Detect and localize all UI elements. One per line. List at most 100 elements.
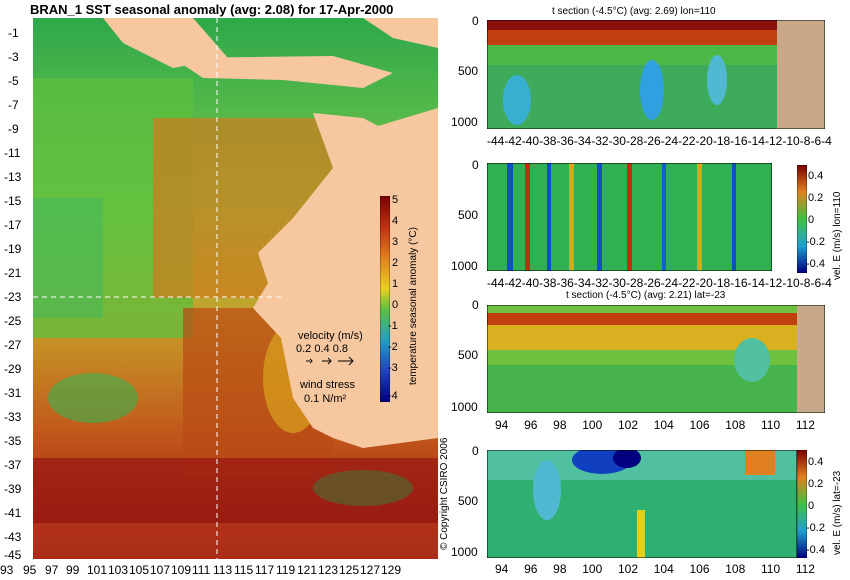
- lat-tick: -9: [8, 122, 19, 136]
- vel-lat-colorbar-label: vel. E (m/s) lat=-23: [832, 470, 843, 555]
- t-section-lon-panel[interactable]: [487, 20, 825, 129]
- colorbar-tick: 0.4: [808, 170, 824, 182]
- panel-x-axis: -44 -42 -40 -38 -36 -34 -32 -30 -28 -26 …: [487, 276, 832, 290]
- colorbar-tick: -0.2: [806, 522, 825, 534]
- wind-legend-value: 0.1 N/m²: [304, 393, 347, 405]
- x-tick: 96: [524, 418, 538, 432]
- colorbar-tick: 0.2: [808, 478, 824, 490]
- x-tick: -32: [591, 134, 609, 148]
- panel-x-axis: 94 96 98 100 102 104 106 108 110 112: [495, 562, 815, 576]
- x-tick: -14: [747, 134, 765, 148]
- lat-tick: -21: [4, 266, 22, 280]
- x-tick: 100: [582, 562, 603, 576]
- x-tick: 104: [653, 418, 674, 432]
- lon-tick: 129: [381, 563, 402, 577]
- x-tick: 108: [725, 418, 746, 432]
- colorbar-tick: 3: [392, 236, 399, 248]
- colorbar-tick: -4: [388, 390, 398, 402]
- x-tick: -30: [608, 276, 626, 290]
- x-tick: -20: [695, 134, 713, 148]
- sst-map[interactable]: [33, 18, 438, 559]
- colorbar-tick: 0.2: [808, 192, 824, 204]
- x-tick: -26: [643, 276, 661, 290]
- lat-tick: -23: [4, 290, 22, 304]
- lat-tick: -15: [4, 194, 22, 208]
- x-tick: 102: [617, 562, 639, 576]
- lat-tick: -41: [4, 506, 22, 520]
- x-tick: -24: [660, 134, 679, 148]
- x-tick: -34: [573, 134, 592, 148]
- colorbar-tick: 1: [392, 278, 399, 290]
- lon-tick: 95: [23, 563, 37, 577]
- lon-tick: 105: [129, 563, 150, 577]
- lat-tick: -13: [4, 170, 22, 184]
- colorbar-tick: -3: [388, 362, 398, 374]
- lon-tick: 101: [87, 563, 108, 577]
- lat-tick: -27: [4, 338, 22, 352]
- x-tick: -10: [782, 276, 800, 290]
- vel-lon-panel[interactable]: [487, 163, 772, 271]
- lon-tick: 111: [192, 563, 211, 577]
- x-tick: 94: [495, 562, 509, 576]
- x-tick: -20: [695, 276, 713, 290]
- x-tick: -6: [810, 276, 822, 290]
- wind-legend-title: wind stress: [300, 379, 356, 391]
- map-title: BRAN_1 SST seasonal anomaly (avg: 2.08) …: [30, 2, 394, 17]
- lat-tick: -39: [4, 482, 22, 496]
- x-tick: -42: [504, 276, 522, 290]
- lat-tick: -33: [4, 410, 22, 424]
- colorbar-tick: 4: [392, 215, 399, 227]
- x-tick: 106: [689, 418, 710, 432]
- x-tick: -10: [782, 134, 800, 148]
- x-tick: 102: [617, 418, 639, 432]
- y-tick: 500: [458, 494, 479, 508]
- lon-tick: 97: [45, 563, 59, 577]
- lon-tick: 109: [171, 563, 192, 577]
- colorbar-tick: -0.4: [806, 258, 825, 270]
- lat-tick: -1: [8, 26, 19, 40]
- y-tick: 0: [472, 298, 479, 312]
- velocity-legend-values: 0.2 0.4 0.8: [296, 343, 348, 355]
- x-tick: -42: [504, 134, 522, 148]
- x-tick: -24: [660, 276, 679, 290]
- x-tick: 106: [689, 562, 710, 576]
- panel-x-axis: 94 96 98 100 102 104 106 108 110 112: [495, 418, 815, 432]
- x-tick: -38: [539, 134, 557, 148]
- vel-lat-panel[interactable]: [487, 450, 797, 558]
- y-tick: 500: [458, 208, 479, 222]
- colorbar-tick: -0.2: [806, 236, 825, 248]
- lon-tick: 117: [255, 563, 275, 577]
- x-tick: -12: [765, 134, 783, 148]
- x-tick: -16: [730, 276, 748, 290]
- x-tick: 98: [553, 418, 567, 432]
- x-tick: -22: [678, 276, 696, 290]
- x-tick: 104: [653, 562, 674, 576]
- x-tick: -30: [608, 134, 626, 148]
- colorbar-tick: 0.4: [808, 456, 824, 468]
- x-tick: -44: [487, 276, 505, 290]
- x-tick: 96: [524, 562, 538, 576]
- x-tick: -6: [810, 134, 822, 148]
- velocity-legend-title: velocity (m/s): [298, 330, 363, 342]
- y-tick: 1000: [451, 259, 478, 273]
- lat-tick: -19: [4, 242, 22, 256]
- lat-tick: -35: [4, 434, 22, 448]
- x-tick: -4: [821, 134, 832, 148]
- x-tick: -28: [626, 276, 644, 290]
- x-tick: -44: [487, 134, 505, 148]
- colorbar-tick: 0: [392, 299, 399, 311]
- colorbar-tick: 0: [808, 214, 815, 226]
- y-tick: 0: [472, 14, 479, 28]
- lat-tick: -37: [4, 458, 22, 472]
- lon-tick: 99: [66, 563, 80, 577]
- x-tick: -28: [626, 134, 644, 148]
- lon-tick: 121: [297, 563, 318, 577]
- t-section-lat-panel[interactable]: [487, 305, 825, 413]
- lat-tick: -7: [8, 98, 19, 112]
- lat-tick: -5: [8, 74, 19, 88]
- panel-title: t section (-4.5°C) (avg: 2.21) lat=-23: [566, 290, 726, 301]
- y-tick: 500: [458, 64, 479, 78]
- lat-tick: -31: [4, 386, 22, 400]
- velocity-legend-arrows: [306, 356, 354, 366]
- x-tick: -40: [521, 276, 540, 290]
